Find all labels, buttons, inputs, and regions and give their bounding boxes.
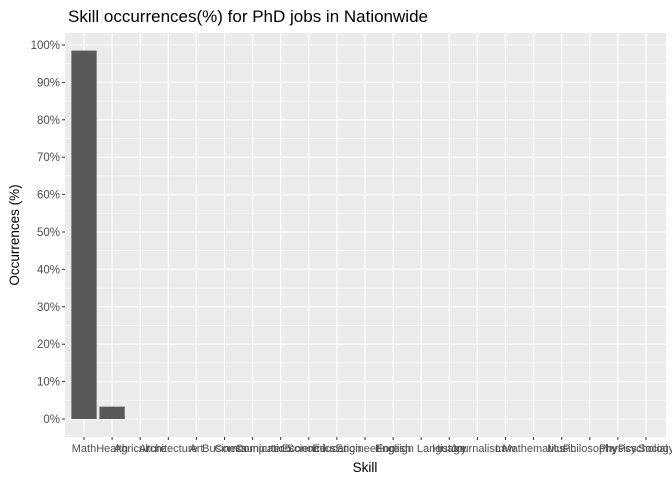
x-tick-label: Economics	[282, 443, 336, 455]
x-tick-label: Computer Science	[235, 443, 326, 455]
x-tick-label: Psychology	[618, 443, 672, 455]
y-tick-label: 0%	[43, 414, 60, 426]
x-tick-label: History	[432, 443, 467, 455]
x-tick-label: Architecture	[139, 443, 198, 455]
x-tick-label: Social Science	[638, 443, 672, 455]
y-tick-label: 20%	[37, 339, 60, 351]
x-tick-label: Education	[312, 443, 361, 455]
x-tick-label: Music	[547, 443, 576, 455]
y-tick-label: 60%	[37, 190, 60, 202]
x-tick-label: Foreign Language	[377, 443, 466, 455]
y-tick-label: 70%	[37, 152, 60, 164]
y-axis: 0% 10% 20% 30% 40% 50% 60% 70% 80% 90% 100%	[31, 40, 65, 426]
x-tick-label: English	[375, 443, 411, 455]
bar-health	[99, 406, 125, 419]
x-tick-label: Philosophy	[563, 443, 617, 455]
chart-title: Skill occurrences(%) for PhD jobs in Nat…	[68, 7, 428, 26]
x-tick-label: Journalism	[451, 443, 504, 455]
bar-math	[71, 50, 97, 420]
x-tick-label: Communication	[214, 443, 290, 455]
x-tick-label: Law	[495, 443, 515, 455]
y-tick-label: 50%	[37, 227, 60, 239]
x-tick-label: Math	[72, 443, 96, 455]
x-tick-label: Art	[189, 443, 203, 455]
x-tick-label: Physics	[599, 443, 637, 455]
y-tick-label: 100%	[31, 40, 60, 52]
x-tick-label: Engineering	[336, 443, 395, 455]
x-tick-label: Agriculture	[114, 443, 167, 455]
bars	[71, 50, 125, 420]
x-tick-label: Business	[202, 443, 247, 455]
y-tick-label: 10%	[37, 377, 60, 389]
y-tick-label: 30%	[37, 302, 60, 314]
y-tick-label: 40%	[37, 264, 60, 276]
x-axis-title: Skill	[353, 460, 378, 475]
grid-lines	[65, 33, 666, 437]
y-axis-title: Occurrences (%)	[7, 184, 22, 285]
y-tick-label: 90%	[37, 77, 60, 89]
x-tick-label: Health	[96, 443, 128, 455]
y-tick-label: 80%	[37, 115, 60, 127]
x-tick-label: Mathematics	[502, 443, 565, 455]
x-axis: Math HealthAgricultureArchitectureArtBusi…	[72, 437, 672, 455]
